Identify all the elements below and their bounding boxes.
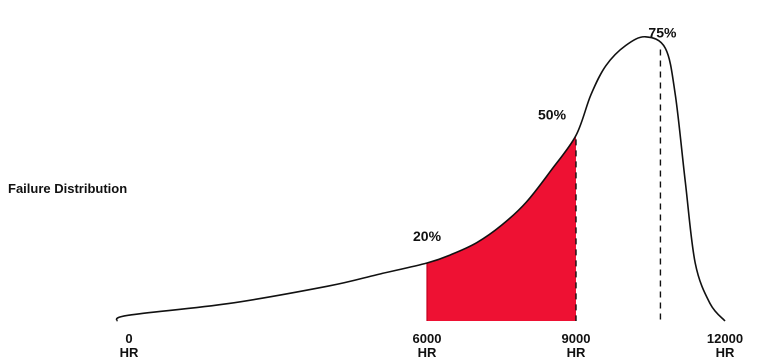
percent-annotation-3: 75% xyxy=(648,25,677,41)
percent-annotation-1: 20% xyxy=(413,228,442,244)
x-tick-label-9000: 9000 xyxy=(562,331,591,346)
shaded-failure-region xyxy=(427,135,576,321)
x-tick-label-6000: 6000 xyxy=(413,331,442,346)
label-layer: Failure Distribution 20%50%75%0HR6000HR9… xyxy=(8,25,743,361)
x-tick-unit-9000: HR xyxy=(567,345,586,360)
x-tick-unit-12000: HR xyxy=(716,345,735,360)
x-tick-unit-6000: HR xyxy=(418,345,437,360)
x-tick-label-12000: 12000 xyxy=(707,331,743,346)
x-tick-unit-0: HR xyxy=(120,345,139,360)
y-axis-label: Failure Distribution xyxy=(8,181,127,196)
percent-annotation-2: 50% xyxy=(538,106,567,122)
distribution-curve xyxy=(115,35,726,322)
x-tick-label-0: 0 xyxy=(125,331,132,346)
shaded-area-layer xyxy=(426,135,576,321)
curve-layer xyxy=(115,35,726,322)
